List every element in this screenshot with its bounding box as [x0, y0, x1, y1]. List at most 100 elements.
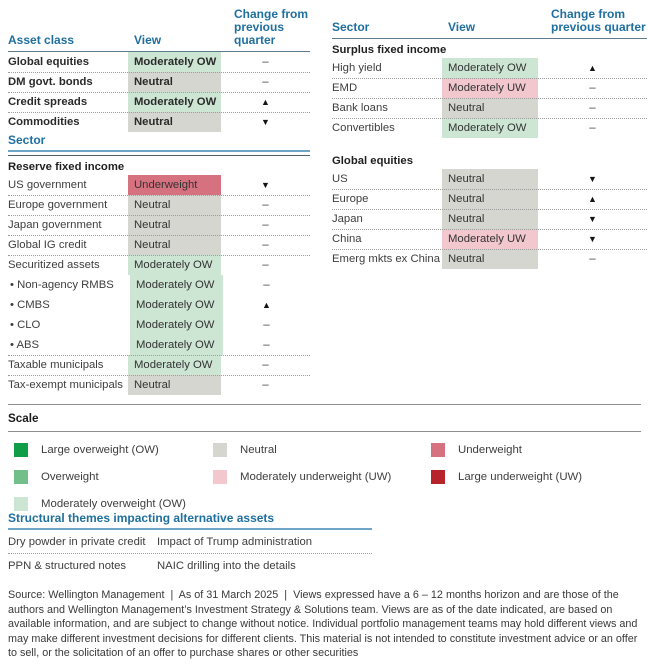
- table-subheader: Global equities: [332, 154, 413, 167]
- view-cell: Neutral: [128, 72, 221, 92]
- sector-left-title: Sector: [8, 133, 310, 152]
- asset-class-table: Asset class View Change from previous qu…: [8, 8, 310, 132]
- change-indicator: –: [262, 76, 269, 88]
- large_ow-swatch: [14, 443, 28, 457]
- table-row: High yield Moderately OW ▲: [332, 58, 647, 78]
- sector-right-table: Sector View Change from previous quarter…: [332, 8, 647, 269]
- table-row: Japan government Neutral –: [8, 215, 310, 235]
- row-label: • Non-agency RMBS: [10, 279, 114, 291]
- view-cell: Neutral: [442, 209, 538, 229]
- row-label: • CMBS: [10, 299, 50, 311]
- table-row: Europe government Neutral –: [8, 195, 310, 215]
- table-subheader: Surplus fixed income: [332, 43, 447, 56]
- table-row: Emerg mkts ex China Neutral –: [332, 249, 647, 269]
- legend-item: Large overweight (OW): [14, 443, 213, 457]
- change-indicator: –: [263, 339, 270, 351]
- view-cell: Moderately OW: [128, 355, 221, 375]
- scale-title-bar: Scale: [8, 404, 641, 432]
- view-cell: Moderately UW: [442, 229, 538, 249]
- change-indicator: ▼: [588, 234, 597, 244]
- change-indicator: –: [589, 122, 596, 134]
- theme-cell: Dry powder in private credit: [8, 535, 146, 548]
- row-label: US government: [8, 179, 87, 191]
- view-cell: Moderately OW: [128, 255, 221, 275]
- view-cell: Neutral: [442, 169, 538, 189]
- table-row: Commodities Neutral ▼: [8, 112, 310, 132]
- row-label: US: [332, 173, 348, 185]
- column-header-change: Change from previous quarter: [551, 7, 646, 34]
- table-row: EMD Moderately UW –: [332, 78, 647, 98]
- legend-label: Underweight: [458, 444, 522, 456]
- change-indicator: ▼: [261, 117, 270, 127]
- column-header-change: Change from previous quarter: [234, 7, 309, 47]
- theme-row: PPN & structured notes NAIC drilling into…: [8, 553, 372, 577]
- view-cell: Moderately OW: [130, 335, 223, 355]
- change-indicator: ▲: [261, 97, 270, 107]
- overweight-swatch: [14, 470, 28, 484]
- change-indicator: ▲: [588, 63, 597, 73]
- table-row: Global IG credit Neutral –: [8, 235, 310, 255]
- column-header-view: View: [448, 20, 476, 34]
- table-row: Taxable municipals Moderately OW –: [8, 355, 310, 375]
- change-indicator: –: [262, 359, 269, 371]
- legend-label: Moderately underweight (UW): [240, 471, 392, 483]
- row-label: Securitized assets: [8, 259, 100, 271]
- row-label: High yield: [332, 62, 382, 74]
- view-cell: Neutral: [128, 195, 221, 215]
- table-row: US government Underweight ▼: [8, 175, 310, 195]
- source-disclaimer-text: Source: Wellington Management | As of 31…: [8, 589, 638, 660]
- sector-right-table-body: Surplus fixed income High yield Moderately…: [332, 39, 647, 269]
- change-indicator: ▲: [262, 300, 271, 310]
- legend-item: Moderately underweight (UW): [213, 470, 431, 484]
- view-cell: Moderately OW: [130, 315, 223, 335]
- table-row: • CMBS Moderately OW ▲: [8, 295, 310, 315]
- change-indicator: –: [262, 259, 269, 271]
- view-cell: Neutral: [442, 189, 538, 209]
- legend-column: Large overweight (OW) Overweight Moderatel…: [14, 443, 213, 524]
- table-row: • ABS Moderately OW –: [8, 335, 310, 355]
- table-row: Tax-exempt municipals Neutral –: [8, 375, 310, 395]
- view-cell: Neutral: [128, 112, 221, 132]
- table-row: US Neutral ▼: [332, 169, 647, 189]
- change-indicator: –: [262, 199, 269, 211]
- view-cell: Moderately OW: [442, 58, 538, 78]
- row-label: Convertibles: [332, 122, 395, 134]
- theme-row: Dry powder in private credit Impact of Tr…: [8, 530, 372, 553]
- asset-class-table-header: Asset class View Change from previous qu…: [8, 8, 310, 52]
- neutral-swatch: [213, 443, 227, 457]
- table-row: Global equities Moderately OW –: [8, 52, 310, 72]
- change-indicator: –: [262, 379, 269, 391]
- table-row: Europe Neutral ▲: [332, 189, 647, 209]
- legend-label: Large underweight (UW): [458, 471, 583, 483]
- change-indicator: –: [263, 319, 270, 331]
- table-row: • CLO Moderately OW –: [8, 315, 310, 335]
- row-label: Emerg mkts ex China: [332, 253, 440, 265]
- theme-cell: PPN & structured notes: [8, 559, 127, 572]
- structural-themes-table: Dry powder in private credit Impact of Tr…: [8, 530, 372, 577]
- view-cell: Neutral: [442, 98, 538, 118]
- row-label: Taxable municipals: [8, 359, 104, 371]
- row-label: Global equities: [8, 56, 89, 68]
- table-row: Credit spreads Moderately OW ▲: [8, 92, 310, 112]
- large_uw-swatch: [431, 470, 445, 484]
- structural-themes-section: Structural themes impacting alternative …: [8, 511, 372, 577]
- table-row: Bank loans Neutral –: [332, 98, 647, 118]
- sector-right-table-header: Sector View Change from previous quarter: [332, 8, 647, 39]
- view-cell: Moderately OW: [130, 295, 223, 315]
- row-label: • ABS: [10, 339, 40, 351]
- column-header-view: View: [134, 33, 162, 47]
- scale-title: Scale: [8, 412, 39, 425]
- change-indicator: –: [589, 253, 596, 265]
- table-row: DM govt. bonds Neutral –: [8, 72, 310, 92]
- legend-label: Large overweight (OW): [41, 444, 159, 456]
- sector-left-section: Sector Reserve fixed income US government…: [8, 133, 310, 395]
- row-label: DM govt. bonds: [8, 76, 93, 88]
- view-cell: Neutral: [128, 215, 221, 235]
- table-row: China Moderately UW ▼: [332, 229, 647, 249]
- theme-cell: Impact of Trump administration: [157, 535, 313, 548]
- change-indicator: ▼: [588, 214, 597, 224]
- row-label: • CLO: [10, 319, 41, 331]
- table-row: Securitized assets Moderately OW –: [8, 255, 310, 275]
- change-indicator: ▼: [261, 180, 270, 190]
